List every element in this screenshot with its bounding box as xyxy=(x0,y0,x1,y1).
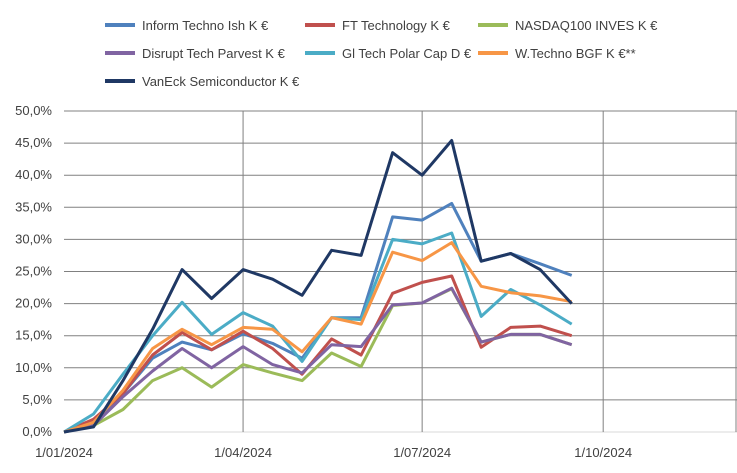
x-tick-label: 1/01/2024 xyxy=(35,445,93,460)
x-tick-label: 1/07/2024 xyxy=(393,445,451,460)
series-line-0 xyxy=(63,201,573,434)
series-line-6 xyxy=(63,139,573,434)
y-tick-label: 5,0% xyxy=(22,392,52,407)
y-tick-label: 15,0% xyxy=(15,328,52,343)
legend-label: NASDAQ100 INVES K € xyxy=(515,18,658,33)
legend-label: VanEck Semiconductor K € xyxy=(142,74,300,89)
series-line-5 xyxy=(63,241,572,434)
y-axis-ticks: 0,0% 5,0% 10,0% 15,0% 20,0% 25,0% 30,0% 35,0% 40… xyxy=(15,103,52,439)
y-tick-label: 50,0% xyxy=(15,103,52,118)
y-tick-label: 10,0% xyxy=(15,360,52,375)
series-line-4 xyxy=(63,231,573,434)
legend-label: Gl Tech Polar Cap D € xyxy=(342,46,472,61)
legend-label: W.Techno BGF K €** xyxy=(515,46,636,61)
x-tick-label: 1/04/2024 xyxy=(214,445,272,460)
legend-label: Inform Techno Ish K € xyxy=(142,18,269,33)
y-tick-label: 35,0% xyxy=(15,199,52,214)
x-axis-ticks: 1/01/2024 1/04/2024 1/07/2024 1/10/2024 xyxy=(35,445,632,460)
y-tick-label: 40,0% xyxy=(15,167,52,182)
y-tick-label: 0,0% xyxy=(22,424,52,439)
y-tick-label: 45,0% xyxy=(15,135,52,150)
series-line-3 xyxy=(63,286,573,434)
legend: Inform Techno Ish K € FT Technology K € NA… xyxy=(105,18,658,89)
x-tick-label: 1/10/2024 xyxy=(574,445,632,460)
legend-label: Disrupt Tech Parvest K € xyxy=(142,46,286,61)
y-tick-label: 20,0% xyxy=(15,296,52,311)
series-line-2 xyxy=(63,287,573,434)
series-lines xyxy=(63,139,573,434)
y-tick-label: 25,0% xyxy=(15,264,52,279)
series-line-1 xyxy=(63,274,573,434)
legend-label: FT Technology K € xyxy=(342,18,451,33)
y-tick-label: 30,0% xyxy=(15,231,52,246)
